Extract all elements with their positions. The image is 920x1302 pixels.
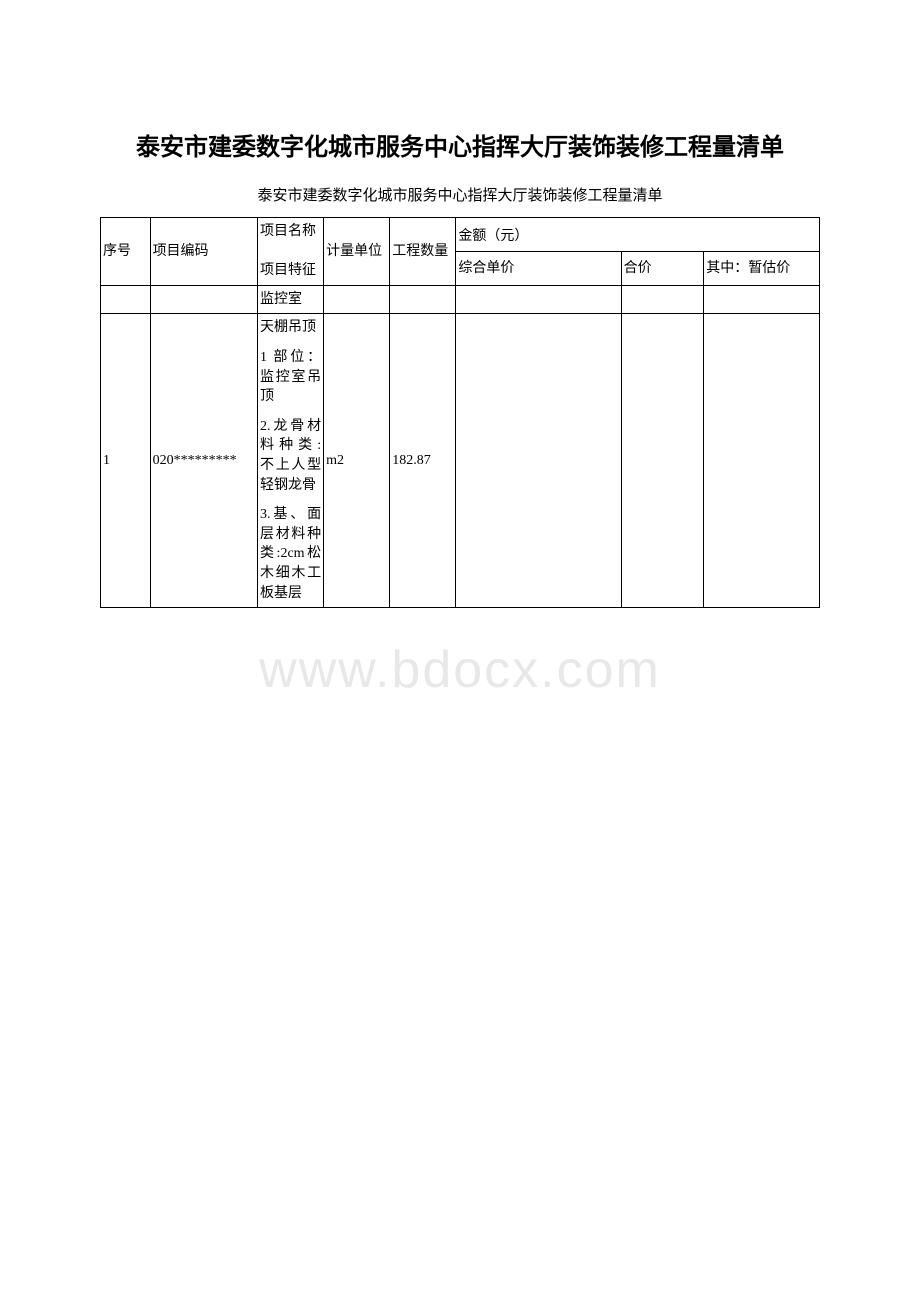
desc-p3: 3.基、面层材料种类:2cm松木细木工板基层 — [260, 505, 321, 603]
header-seq: 序号 — [101, 218, 151, 286]
desc-p1: 1 部位：监控室吊顶 — [260, 348, 321, 407]
watermark-text: www.bdocx.com — [259, 640, 661, 700]
header-desc-feature: 项目特征 — [260, 263, 316, 278]
cell-unitprice — [456, 314, 621, 608]
section-provisional-cell — [704, 285, 820, 314]
section-total-cell — [621, 285, 704, 314]
cell-unit: m2 — [324, 314, 390, 608]
cell-desc: 天棚吊顶 1 部位：监控室吊顶 2.龙骨材料种类: 不上人型轻钢龙骨 3.基、面… — [258, 314, 324, 608]
header-code: 项目编码 — [150, 218, 257, 286]
section-code-cell — [150, 285, 257, 314]
cell-total — [621, 314, 704, 608]
cell-seq: 1 — [101, 314, 151, 608]
table-section-row: 监控室 — [101, 285, 820, 314]
subtitle: 泰安市建委数字化城市服务中心指挥大厅装饰装修工程量清单 — [100, 184, 820, 205]
section-unitprice-cell — [456, 285, 621, 314]
header-amount-group: 金额（元） — [456, 218, 820, 252]
section-unit-cell — [324, 285, 390, 314]
section-seq-cell — [101, 285, 151, 314]
cell-code: 020********* — [150, 314, 257, 608]
header-quantity: 工程数量 — [390, 218, 456, 286]
table-header-row-1: 序号 项目编码 项目名称 项目特征 计量单位 工程数量 金额（元） — [101, 218, 820, 252]
header-total-price: 合价 — [621, 252, 704, 286]
cell-quantity: 182.87 — [390, 314, 456, 608]
bill-of-quantities-table: 序号 项目编码 项目名称 项目特征 计量单位 工程数量 金额（元） 综合单价 合… — [100, 217, 820, 608]
header-desc: 项目名称 项目特征 — [258, 218, 324, 286]
header-unit-price: 综合单价 — [456, 252, 621, 286]
table-row: 1 020********* 天棚吊顶 1 部位：监控室吊顶 2.龙骨材料种类:… — [101, 314, 820, 608]
section-qty-cell — [390, 285, 456, 314]
page-title: 泰安市建委数字化城市服务中心指挥大厅装饰装修工程量清单 — [100, 130, 820, 166]
cell-provisional — [704, 314, 820, 608]
header-provisional: 其中：暂估价 — [704, 252, 820, 286]
header-unit: 计量单位 — [324, 218, 390, 286]
section-name-cell: 监控室 — [258, 285, 324, 314]
desc-title: 天棚吊顶 — [260, 318, 321, 338]
desc-p2: 2.龙骨材料种类: 不上人型轻钢龙骨 — [260, 417, 321, 495]
header-desc-name: 项目名称 — [260, 224, 316, 239]
